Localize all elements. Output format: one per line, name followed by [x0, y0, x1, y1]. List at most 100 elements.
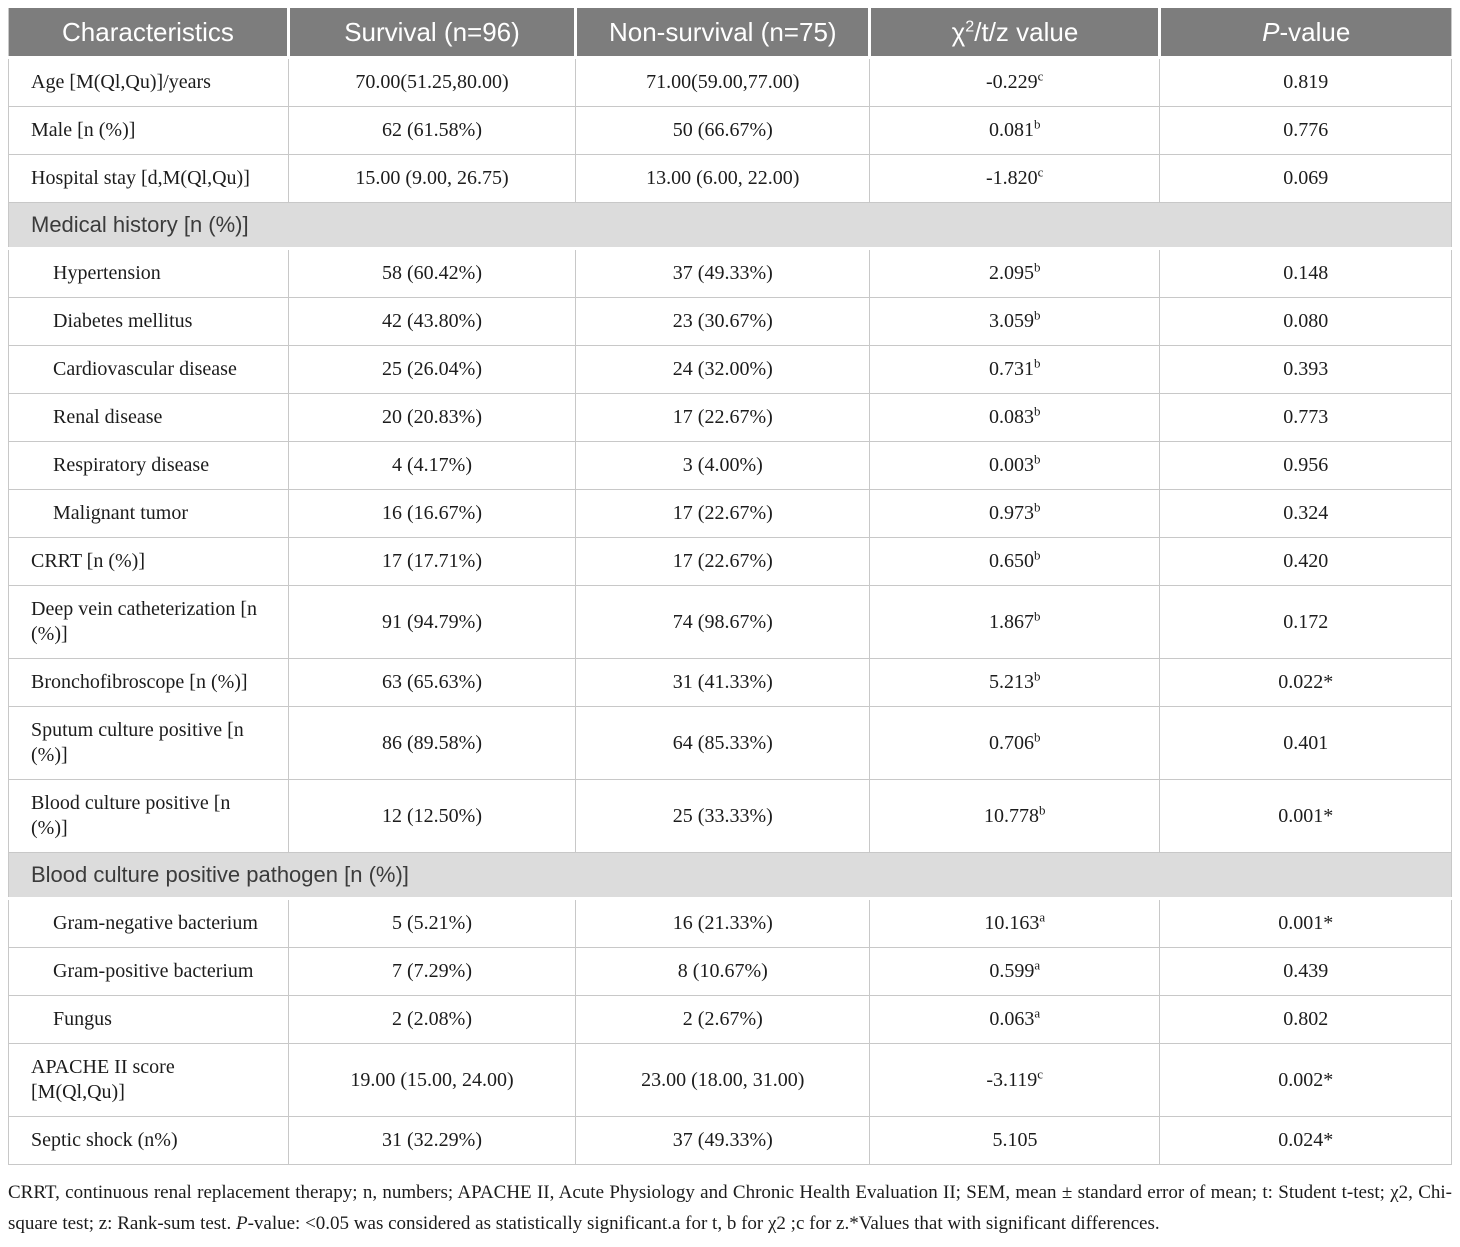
pvalue-cell: 0.420: [1159, 537, 1452, 586]
section-row: Medical history [n (%)]: [8, 202, 1452, 250]
survival-cell: 16 (16.67%): [287, 489, 577, 538]
stat-cell: 0.063a: [869, 995, 1161, 1044]
data-row: Renal disease 20 (20.83%) 17 (22.67%) 0.083…: [8, 393, 1452, 442]
header-cell-stat: χ2/t/z value: [869, 8, 1162, 59]
survival-cell: 42 (43.80%): [287, 297, 577, 346]
survival-cell: 4 (4.17%): [287, 441, 577, 490]
table-footnote: CRRT, continuous renal replacement thera…: [8, 1182, 1452, 1234]
row-label-cell: Bronchofibroscope [n (%)]: [8, 658, 289, 707]
survival-cell: 91 (94.79%): [287, 585, 577, 659]
data-row: CRRT [n (%)] 17 (17.71%) 17 (22.67%) 0.650b…: [8, 537, 1452, 586]
nonsurvival-cell: 71.00(59.00,77.00): [575, 57, 871, 107]
survival-cell: 70.00(51.25,80.00): [287, 57, 577, 107]
section-row: Blood culture positive pathogen [n (%)]: [8, 852, 1452, 900]
nonsurvival-cell: 17 (22.67%): [575, 393, 871, 442]
survival-cell: 15.00 (9.00, 26.75): [287, 154, 577, 203]
survival-cell: 17 (17.71%): [287, 537, 577, 586]
survival-cell: 12 (12.50%): [287, 779, 577, 853]
pvalue-cell: 0.001*: [1159, 779, 1452, 853]
nonsurvival-cell: 37 (49.33%): [575, 248, 871, 298]
survival-cell: 19.00 (15.00, 24.00): [287, 1043, 577, 1117]
data-row: Sputum culture positive [n (%)] 86 (89.58…: [8, 706, 1452, 780]
row-label-cell: Cardiovascular disease: [8, 345, 289, 394]
pvalue-cell: 0.024*: [1159, 1116, 1452, 1165]
row-label-cell: Malignant tumor: [8, 489, 289, 538]
nonsurvival-cell: 2 (2.67%): [575, 995, 871, 1044]
data-row: APACHE II score [M(Ql,Qu)] 19.00 (15.00, …: [8, 1043, 1452, 1117]
pvalue-cell: 0.393: [1159, 345, 1452, 394]
pvalue-cell: 0.956: [1159, 441, 1452, 490]
pvalue-cell: 0.022*: [1159, 658, 1452, 707]
nonsurvival-cell: 23.00 (18.00, 31.00): [575, 1043, 871, 1117]
row-label-cell: Male [n (%)]: [8, 106, 289, 155]
row-label-cell: APACHE II score [M(Ql,Qu)]: [8, 1043, 289, 1117]
data-row: Malignant tumor 16 (16.67%) 17 (22.67%) 0.9…: [8, 489, 1452, 538]
pvalue-cell: 0.001*: [1159, 898, 1452, 948]
survival-cell: 31 (32.29%): [287, 1116, 577, 1165]
survival-cell: 25 (26.04%): [287, 345, 577, 394]
characteristics-table: Characteristics Survival (n=96) Non-surviv…: [8, 8, 1452, 1165]
pvalue-cell: 0.148: [1159, 248, 1452, 298]
stat-cell: -3.119c: [869, 1043, 1161, 1117]
row-label-cell: Renal disease: [8, 393, 289, 442]
row-label-cell: Blood culture positive [n (%)]: [8, 779, 289, 853]
survival-cell: 2 (2.08%): [287, 995, 577, 1044]
pvalue-cell: 0.773: [1159, 393, 1452, 442]
row-label-cell: Fungus: [8, 995, 289, 1044]
survival-cell: 63 (65.63%): [287, 658, 577, 707]
header-cell-pvalue: P-value: [1159, 8, 1452, 59]
nonsurvival-cell: 8 (10.67%): [575, 947, 871, 996]
row-label-cell: Gram-negative bacterium: [8, 898, 289, 948]
pvalue-cell: 0.002*: [1159, 1043, 1452, 1117]
stat-cell: -1.820c: [869, 154, 1161, 203]
stat-cell: 0.599a: [869, 947, 1161, 996]
stat-cell: 0.003b: [869, 441, 1161, 490]
section-label: Medical history [n (%)]: [8, 202, 1452, 250]
survival-cell: 62 (61.58%): [287, 106, 577, 155]
data-row: Cardiovascular disease 25 (26.04%) 24 (32.…: [8, 345, 1452, 394]
stat-cell: 10.778b: [869, 779, 1161, 853]
stat-cell: 0.081b: [869, 106, 1161, 155]
stat-cell: 0.731b: [869, 345, 1161, 394]
section-label: Blood culture positive pathogen [n (%)]: [8, 852, 1452, 900]
stat-cell: 2.095b: [869, 248, 1161, 298]
row-label-cell: Septic shock (n%): [8, 1116, 289, 1165]
pvalue-cell: 0.172: [1159, 585, 1452, 659]
nonsurvival-cell: 31 (41.33%): [575, 658, 871, 707]
nonsurvival-cell: 13.00 (6.00, 22.00): [575, 154, 871, 203]
data-row: Gram-positive bacterium 7 (7.29%) 8 (10.67…: [8, 947, 1452, 996]
pvalue-cell: 0.080: [1159, 297, 1452, 346]
nonsurvival-cell: 37 (49.33%): [575, 1116, 871, 1165]
stat-cell: 10.163a: [869, 898, 1161, 948]
pvalue-cell: 0.439: [1159, 947, 1452, 996]
row-label-cell: Respiratory disease: [8, 441, 289, 490]
data-row: Bronchofibroscope [n (%)] 63 (65.63%) 31 (…: [8, 658, 1452, 707]
pvalue-cell: 0.069: [1159, 154, 1452, 203]
survival-cell: 7 (7.29%): [287, 947, 577, 996]
data-row: Septic shock (n%) 31 (32.29%) 37 (49.33%) 5…: [8, 1116, 1452, 1165]
table-header: Characteristics Survival (n=96) Non-surviv…: [8, 8, 1452, 59]
stat-cell: 1.867b: [869, 585, 1161, 659]
pvalue-cell: 0.324: [1159, 489, 1452, 538]
stat-cell: 0.083b: [869, 393, 1161, 442]
stat-cell: 5.213b: [869, 658, 1161, 707]
data-row: Hypertension 58 (60.42%) 37 (49.33%) 2.095b…: [8, 248, 1452, 298]
row-label-cell: Age [M(Ql,Qu)]/years: [8, 57, 289, 107]
row-label-cell: Sputum culture positive [n (%)]: [8, 706, 289, 780]
header-cell-characteristics: Characteristics: [8, 8, 290, 59]
data-row: Hospital stay [d,M(Ql,Qu)] 15.00 (9.00, 2…: [8, 154, 1452, 203]
row-label-cell: Hypertension: [8, 248, 289, 298]
row-label-cell: Gram-positive bacterium: [8, 947, 289, 996]
nonsurvival-cell: 50 (66.67%): [575, 106, 871, 155]
nonsurvival-cell: 17 (22.67%): [575, 489, 871, 538]
survival-cell: 5 (5.21%): [287, 898, 577, 948]
row-label-cell: Deep vein catheterization [n (%)]: [8, 585, 289, 659]
nonsurvival-cell: 25 (33.33%): [575, 779, 871, 853]
data-row: Gram-negative bacterium 5 (5.21%) 16 (21.3…: [8, 898, 1452, 948]
data-row: Deep vein catheterization [n (%)] 91 (94.…: [8, 585, 1452, 659]
stat-cell: 0.706b: [869, 706, 1161, 780]
nonsurvival-cell: 64 (85.33%): [575, 706, 871, 780]
pvalue-cell: 0.802: [1159, 995, 1452, 1044]
header-cell-nonsurvival: Non-survival (n=75): [575, 8, 872, 59]
stat-cell: 3.059b: [869, 297, 1161, 346]
